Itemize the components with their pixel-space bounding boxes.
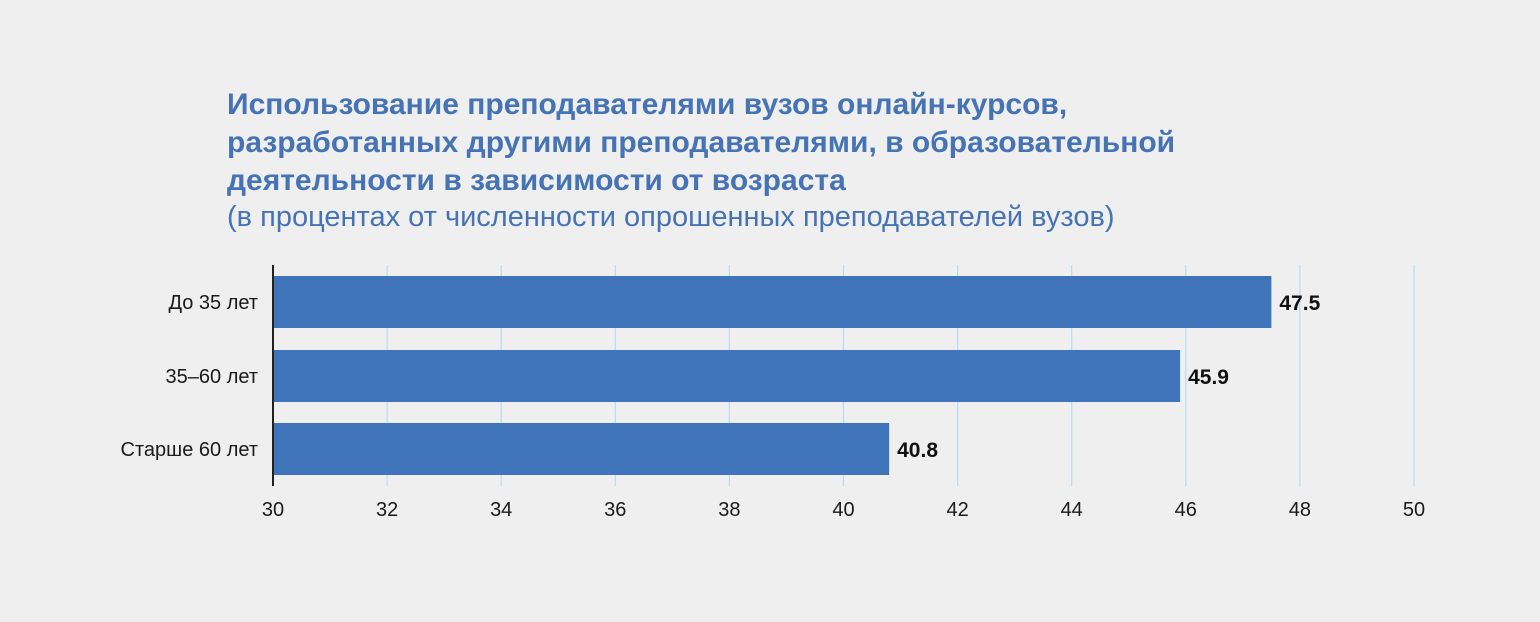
x-tick-label: 48 — [1289, 499, 1311, 521]
x-tick-label: 32 — [376, 499, 398, 521]
labels: 30 32 34 36 38 40 42 44 46 48 50 До 35 лет 47.5 35–60… — [121, 292, 1426, 521]
category-label: До 35 лет — [168, 292, 258, 314]
data-label: 47.5 — [1279, 292, 1320, 315]
x-tick-label: 50 — [1403, 499, 1425, 521]
bar — [273, 423, 890, 475]
x-tick-label: 36 — [604, 499, 626, 521]
chart-title-line-3: деятельности в зависимости от возраста — [227, 164, 846, 197]
data-label: 45.9 — [1188, 366, 1229, 389]
category-label: 35–60 лет — [166, 366, 258, 388]
x-tick-label: 38 — [718, 499, 740, 521]
x-tick-label: 34 — [490, 499, 512, 521]
category-label: Старше 60 лет — [121, 439, 258, 461]
chart-subtitle: (в процентах от численности опрошенных п… — [227, 201, 1115, 233]
x-tick-label: 30 — [262, 499, 284, 521]
x-tick-label: 40 — [832, 499, 854, 521]
x-tick-label: 46 — [1175, 499, 1197, 521]
data-label: 40.8 — [897, 439, 938, 462]
bar — [273, 350, 1181, 402]
bars — [273, 276, 1272, 475]
x-tick-label: 44 — [1061, 499, 1083, 521]
bar — [273, 276, 1272, 328]
chart-title-block: Использование преподавателями вузов онла… — [227, 86, 1447, 234]
x-tick-label: 42 — [946, 499, 968, 521]
chart-title-line-2: разработанных другими преподавателями, в… — [227, 126, 1176, 159]
chart-title: Использование преподавателями вузов онла… — [227, 86, 1447, 200]
chart-title-line-1: Использование преподавателями вузов онла… — [227, 88, 1068, 121]
